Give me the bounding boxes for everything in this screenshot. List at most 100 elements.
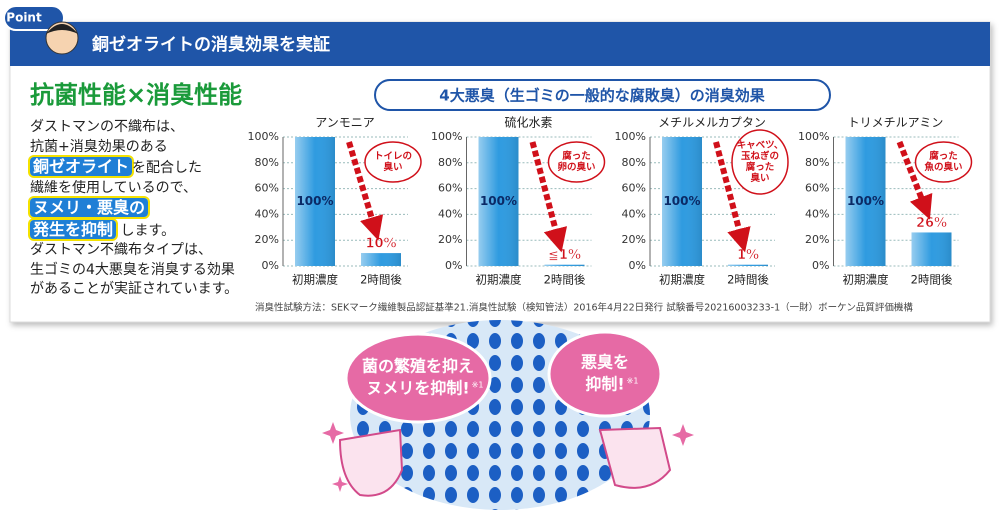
y-tick-label: 80% [805, 156, 829, 169]
mascot-hair [46, 24, 78, 34]
y-tick-label: 60% [805, 182, 829, 195]
bar-sheen [728, 264, 768, 266]
annotation: トイレの [374, 151, 412, 162]
intro: ダストマンの不織布は、 抗菌+消臭効果のある 銅ゼオライト を配合した 繊維を使用してい… [30, 118, 238, 300]
y-tick-label: 40% [255, 207, 279, 220]
y-tick-label: 20% [805, 233, 829, 246]
intro-highlight: 発生を抑制 [30, 219, 117, 239]
y-tick-label: 100% [431, 130, 462, 143]
bar-sheen [845, 137, 886, 266]
value-label: 100% [847, 194, 884, 208]
annotation-bubble [914, 141, 973, 183]
annotation: 魚の臭い [924, 161, 962, 173]
annotation: 卵の臭い [557, 161, 595, 173]
y-tick-label: 80% [622, 156, 646, 169]
y-tick-label: 60% [622, 182, 646, 195]
cup-icon [338, 428, 404, 497]
intro-text: があることが実証されています。 [30, 281, 239, 297]
bar-sheen [544, 264, 585, 266]
value-label: 1% [737, 248, 759, 263]
y-tick-label: 80% [438, 156, 462, 169]
bar-sheen [478, 137, 519, 266]
x-tick-label: 初期濃度 [292, 273, 338, 287]
annotation: 腐った [562, 150, 591, 162]
y-tick-label: 20% [255, 233, 279, 246]
x-tick-label: 2時間後 [544, 273, 586, 287]
intro-text: ダストマン不織布タイプは、 [30, 242, 212, 258]
y-tick-label: 20% [622, 233, 646, 246]
y-tick-label: 0% [262, 259, 279, 272]
intro-text: 抗菌+消臭効果のある [30, 138, 168, 155]
bubble-bg [547, 330, 663, 418]
y-tick-label: 60% [438, 182, 462, 195]
intro-line: があることが実証されています。 [30, 280, 238, 300]
heading: 抗菌性能×消臭性能 [30, 81, 242, 109]
intro-text: 生ゴミの4大悪臭を消臭する効果 [30, 261, 235, 278]
intro-highlight: 銅ゼオライト [30, 157, 133, 176]
intro-text: ダストマンの不織布は、 [30, 119, 184, 135]
chart-heading-pill [374, 79, 831, 111]
y-tick-label: 40% [805, 207, 829, 220]
y-tick-label: 100% [615, 130, 646, 143]
annotation-bubble [547, 141, 606, 183]
y-tick-label: 40% [622, 207, 646, 220]
intro-line: 銅ゼオライト を配合した [30, 157, 238, 179]
bar-sheen [911, 232, 952, 266]
value-label: 10% [365, 237, 396, 252]
intro-line: ダストマン不織布タイプは、 [30, 241, 238, 261]
arrow [346, 141, 384, 241]
chart-title: メチルメルカプタン [658, 116, 766, 130]
intro-line: 生ゴミの4大悪臭を消臭する効果 [30, 261, 238, 281]
chart-title: アンモニア [315, 116, 375, 130]
value-label: 100% [480, 194, 517, 208]
value-label: ≦1% [548, 248, 581, 263]
chart-heading: 4大悪臭（生ゴミの一般的な腐敗臭）の消臭効果 [439, 87, 765, 105]
chart-title: トリメチルアミン [848, 116, 944, 130]
intro-line: ヌメリ・悪臭の [30, 198, 238, 220]
cup-icon [598, 426, 672, 489]
y-tick-label: 0% [812, 259, 829, 272]
bubble-note: ※1 [472, 381, 484, 390]
annotation: キャベツ、 [737, 140, 784, 151]
annotation-bubble [364, 141, 422, 183]
y-tick-label: 100% [248, 130, 279, 143]
value-label: 26% [916, 216, 947, 231]
intro-text: を配合した [132, 160, 203, 176]
intro-line: 発生を抑制 します。 [30, 219, 238, 242]
y-tick-label: 100% [798, 130, 829, 143]
bubble-text: 抑制! [585, 375, 624, 394]
intro-line: 繊維を使用しているので、 [30, 179, 238, 199]
annotation: 玉ねぎの [741, 150, 779, 162]
arrow [896, 140, 933, 220]
badge: Point [6, 11, 42, 25]
bubble-text: ヌメリを抑制! [366, 379, 469, 398]
x-tick-label: 初期濃度 [476, 273, 522, 287]
y-tick-label: 0% [629, 259, 646, 272]
header-title: 銅ゼオライトの消臭効果を実証 [92, 34, 330, 55]
annotation: 臭い [750, 172, 769, 184]
annotation: 腐った [746, 161, 775, 173]
y-tick-label: 40% [438, 207, 462, 220]
intro-line: ダストマンの不織布は、 [30, 118, 238, 138]
chart-title: 硫化水素 [504, 115, 552, 130]
x-tick-label: 2時間後 [727, 273, 769, 287]
annotation-bubble [731, 129, 789, 195]
intro-line: 抗菌+消臭効果のある [30, 138, 238, 158]
annotation: 腐った [929, 150, 958, 162]
x-tick-label: 2時間後 [360, 273, 402, 287]
value-label: 100% [296, 194, 333, 208]
x-tick-label: 初期濃度 [843, 273, 889, 287]
bubble-text: 悪臭を [581, 353, 629, 372]
x-tick-label: 2時間後 [911, 273, 953, 287]
bubble-bg [344, 332, 492, 424]
arrow [713, 141, 751, 253]
y-tick-label: 80% [255, 156, 279, 169]
y-tick-label: 20% [438, 233, 462, 246]
bubble-text: 菌の繁殖を抑え [362, 357, 474, 376]
header-bar [10, 22, 990, 66]
intro-text: します。 [116, 222, 176, 239]
intro-highlight: ヌメリ・悪臭の [30, 198, 149, 217]
value-label: 100% [663, 194, 700, 208]
bar-sheen [361, 253, 401, 266]
